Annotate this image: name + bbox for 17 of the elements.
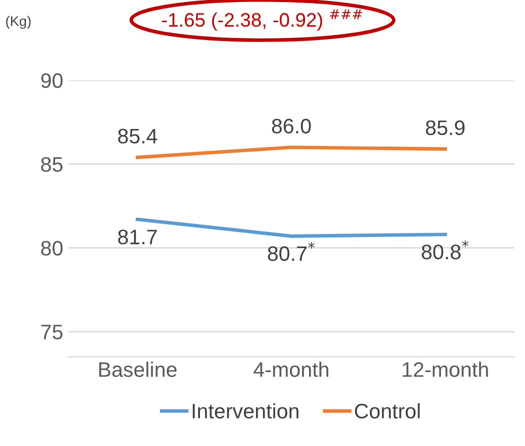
legend-label: Control [354, 403, 420, 419]
legend-label: Intervention [192, 403, 298, 419]
data-label: 80.7$^{*}$ [268, 242, 315, 261]
x-tick-label: 4-month [254, 362, 328, 377]
y-tick-label: 85 [41, 157, 63, 172]
y-axis-title: (Kg) [6, 16, 31, 29]
x-tick-label: Baseline [99, 362, 177, 377]
data-label: 85.4 [118, 128, 158, 144]
y-tick-label: 80 [41, 240, 63, 256]
data-label: 86.0 [272, 118, 311, 134]
y-tick-label: 90 [41, 73, 63, 88]
y-tick-label: 75 [41, 324, 63, 340]
data-label: 80.8$^{*}$ [422, 240, 468, 260]
data-label: 85.9 [426, 120, 465, 136]
x-tick-label: 12-month [402, 362, 488, 377]
text: -1.65 (-2.38, -0.92) $^{###}$ [162, 9, 362, 31]
data-label: 81.7 [118, 230, 157, 244]
